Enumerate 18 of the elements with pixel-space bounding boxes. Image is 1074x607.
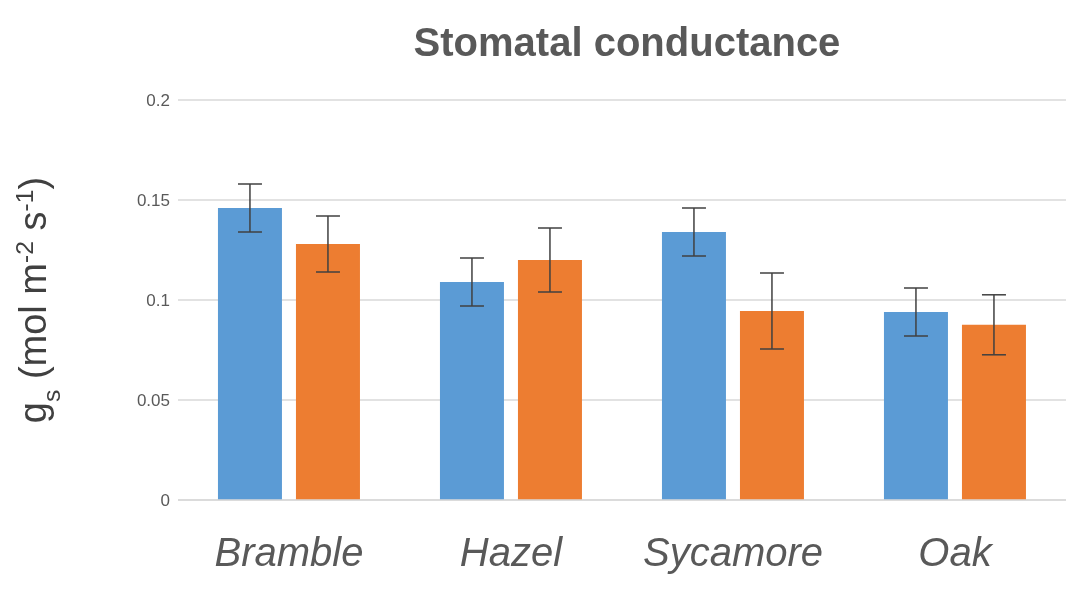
bar (883, 312, 948, 500)
bar (517, 260, 582, 500)
y-tick-label: 0 (160, 491, 170, 511)
bar (961, 324, 1026, 500)
x-tick-label: Sycamore (642, 530, 824, 575)
x-tick-label: Oak (918, 530, 994, 575)
y-tick-label: 0.1 (146, 291, 170, 311)
y-tick-label: 0.05 (136, 391, 170, 411)
y-tick-label: 0.2 (146, 91, 170, 111)
chart-title: Stomatal conductance (412, 20, 842, 66)
bar (439, 282, 504, 500)
x-tick-label: Bramble (214, 530, 364, 575)
bar (739, 311, 804, 500)
bar (217, 208, 282, 500)
bar (661, 232, 726, 500)
x-tick-label: Hazel (459, 530, 564, 575)
bar (295, 244, 360, 500)
y-tick-label: 0.15 (136, 191, 170, 211)
